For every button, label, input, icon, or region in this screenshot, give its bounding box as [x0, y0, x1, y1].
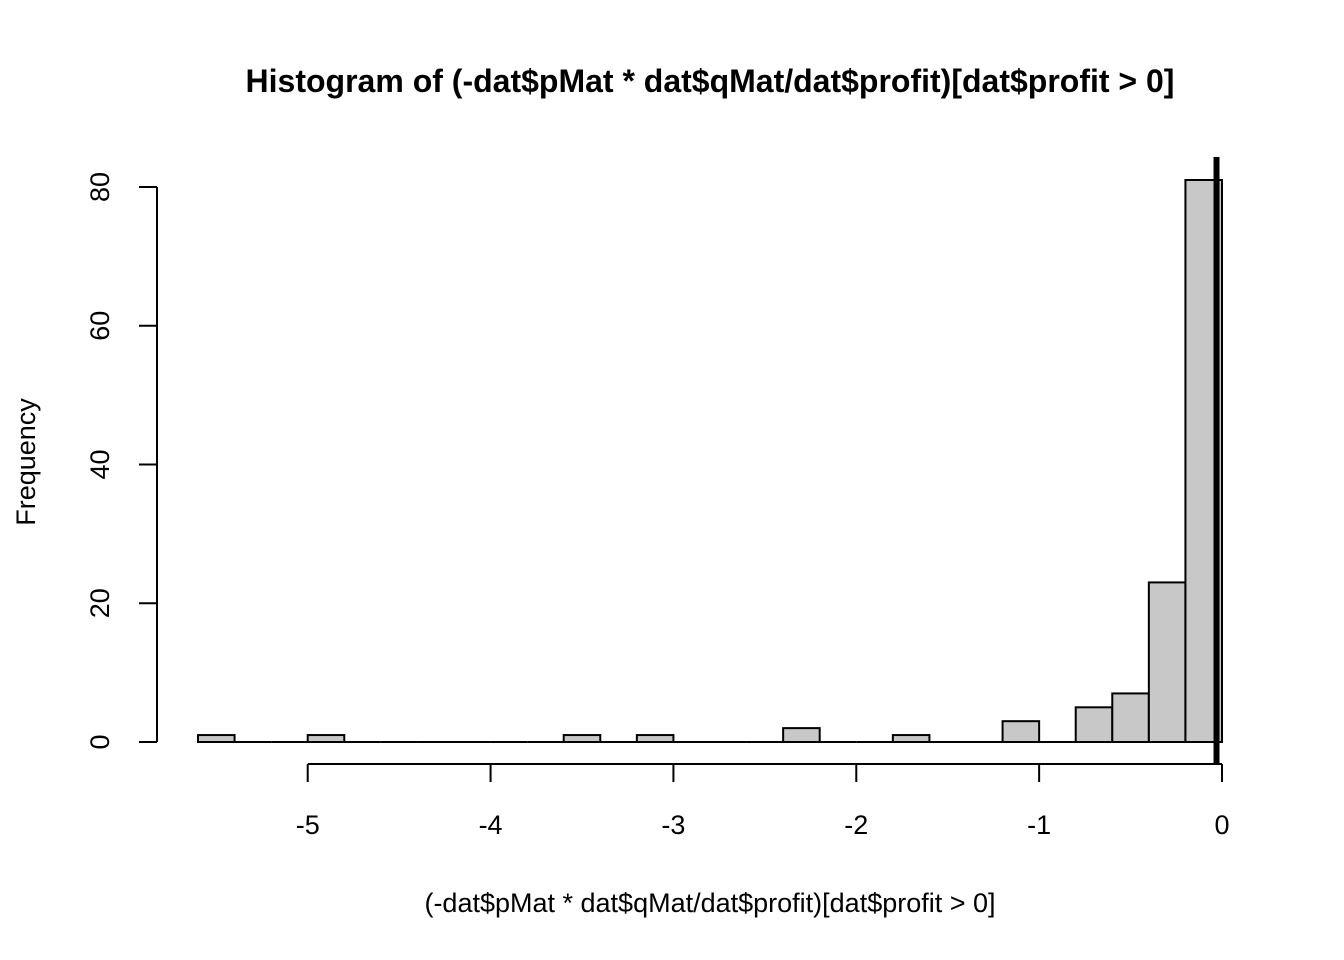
y-tick-label: 0: [85, 734, 115, 749]
x-axis-label: (-dat$pMat * dat$qMat/dat$profit)[dat$pr…: [424, 888, 995, 918]
x-tick-label: -3: [661, 810, 685, 840]
y-tick-label: 40: [85, 449, 115, 479]
histogram-bar: [1001, 720, 1041, 743]
y-axis: 0 20 40 60 80: [85, 172, 158, 750]
x-axis: -5 -4 -3 -2 -1 0: [296, 763, 1230, 840]
histogram-bar: [1074, 706, 1114, 744]
y-tick-label: 60: [85, 311, 115, 341]
y-tick-label: 20: [85, 588, 115, 618]
y-axis-label: Frequency: [11, 398, 41, 526]
histogram-bar: [197, 734, 236, 743]
x-tick-label: 0: [1214, 810, 1229, 840]
x-tick-label: -4: [479, 810, 503, 840]
histogram-bar: [1111, 692, 1150, 744]
histogram-bars: [197, 179, 1224, 744]
x-tick-label: -1: [1027, 810, 1051, 840]
histogram-bar: [635, 734, 675, 743]
x-tick-label: -5: [296, 810, 320, 840]
x-tick-label: -2: [844, 810, 868, 840]
histogram-bar: [782, 727, 821, 744]
histogram-bar: [562, 734, 602, 743]
histogram-bar: [891, 734, 931, 743]
histogram-bar: [1147, 581, 1187, 743]
y-tick-label: 80: [85, 172, 115, 202]
histogram-bar: [306, 734, 346, 743]
chart-title: Histogram of (-dat$pMat * dat$qMat/dat$p…: [246, 63, 1175, 99]
